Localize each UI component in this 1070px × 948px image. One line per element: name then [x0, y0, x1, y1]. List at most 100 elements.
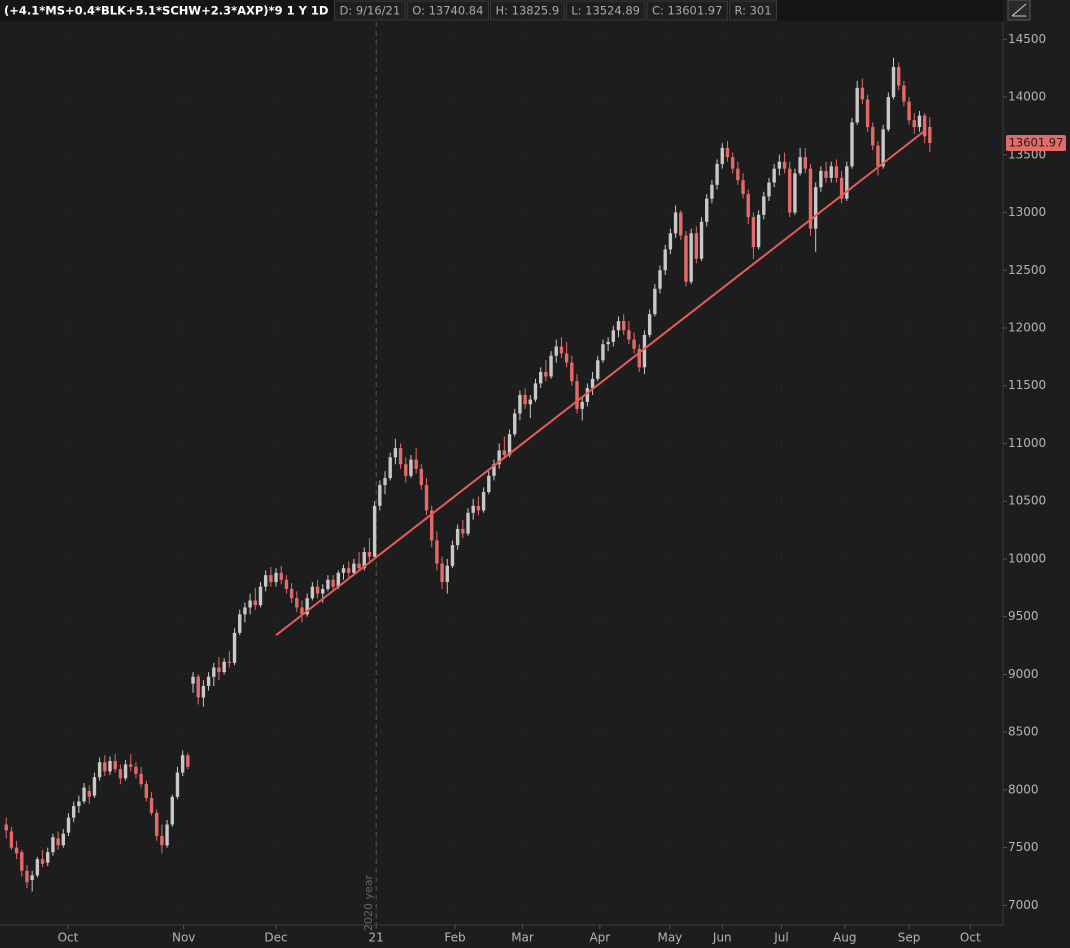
candle-body	[476, 505, 481, 511]
candle-body	[232, 632, 237, 663]
candle-body	[258, 586, 263, 606]
candle-body	[621, 321, 626, 331]
candle-body	[492, 464, 496, 476]
candle-body	[679, 212, 683, 236]
y-tick-label: 9500	[1008, 609, 1039, 623]
candle-body	[699, 221, 704, 259]
candle-body	[118, 769, 123, 779]
candle-body	[886, 97, 891, 130]
candle-body	[855, 87, 859, 123]
candle-body	[647, 314, 652, 335]
candle-body	[876, 145, 880, 167]
trendline	[275, 130, 925, 636]
candle-body	[762, 196, 766, 215]
candle-body	[289, 588, 294, 599]
candle-body	[632, 339, 636, 349]
candle-body	[186, 755, 190, 767]
candle-body	[367, 552, 372, 557]
x-tick-label: Dec	[264, 931, 287, 945]
candle-body	[715, 164, 719, 185]
candle-body	[388, 457, 392, 479]
candle-body	[741, 180, 745, 195]
candle-body	[528, 399, 532, 405]
x-tick-label: 21	[369, 931, 384, 945]
candle-body	[71, 806, 76, 818]
candle-body	[170, 796, 174, 825]
candle-body	[663, 249, 667, 271]
candle-body	[928, 126, 932, 144]
candle-body	[554, 346, 558, 356]
last-price-label: 13601.97	[1009, 136, 1064, 150]
candle-body	[850, 122, 854, 167]
candle-body	[788, 168, 792, 213]
candle-body	[243, 607, 247, 615]
candle-body	[580, 401, 584, 409]
candle-body	[440, 563, 444, 583]
candle-body	[14, 847, 19, 854]
candle-body	[310, 586, 315, 599]
candle-body	[694, 233, 699, 259]
candle-body	[134, 766, 138, 774]
header-field-box	[333, 0, 406, 21]
candle-body	[684, 235, 688, 282]
candle-body	[710, 184, 714, 199]
candle-body	[51, 837, 55, 853]
header-field: D: 9/16/21	[333, 0, 406, 21]
candle-body	[279, 572, 283, 580]
header-field-box	[728, 0, 778, 21]
candle-body	[549, 355, 553, 377]
y-tick-label: 11000	[1008, 436, 1046, 450]
candle-body	[61, 833, 66, 846]
candle-body	[606, 341, 610, 345]
x-tick-label: May	[657, 931, 682, 945]
candle-body	[295, 598, 299, 608]
candle-body	[865, 99, 870, 128]
x-tick-label: Jun	[712, 931, 732, 945]
x-tick-label: Jul	[773, 931, 788, 945]
candle-body	[668, 233, 673, 250]
candle-body	[123, 764, 128, 779]
candle-body	[362, 552, 366, 569]
candle-body	[803, 157, 808, 169]
candle-body	[902, 85, 906, 102]
candle-body	[160, 836, 164, 846]
y-tick-label: 10500	[1008, 494, 1046, 508]
candle-body	[538, 371, 543, 384]
header-field: R: 301	[728, 0, 778, 21]
y-tick-label: 12000	[1008, 321, 1046, 335]
candle-body	[881, 129, 885, 167]
candle-body	[409, 459, 413, 476]
candle-body	[564, 353, 569, 363]
candle-body	[393, 448, 398, 458]
candle-body	[4, 824, 8, 831]
candle-body	[450, 545, 455, 566]
candle-body	[404, 464, 408, 476]
candle-body	[461, 528, 465, 534]
candle-body	[751, 217, 756, 248]
candle-body	[92, 777, 97, 796]
candle-body	[9, 831, 14, 848]
y-tick-label: 14500	[1008, 32, 1046, 46]
candle-body	[180, 755, 185, 773]
candle-body	[601, 344, 605, 361]
x-tick-label: Nov	[172, 931, 195, 945]
candle-body	[40, 859, 45, 864]
candle-body	[590, 378, 595, 389]
candle-body	[839, 177, 844, 199]
candle-body	[201, 685, 206, 698]
candle-body	[798, 157, 802, 174]
candle-body	[227, 661, 232, 663]
candle-body	[315, 586, 320, 594]
candle-body	[782, 161, 787, 169]
candle-body	[845, 166, 849, 199]
candle-body	[756, 214, 761, 248]
header-field-box	[646, 0, 728, 21]
candle-body	[103, 762, 107, 772]
x-tick-label: Sep	[898, 931, 921, 945]
candle-body	[165, 824, 169, 846]
candle-body	[435, 540, 439, 564]
candle-body	[725, 147, 730, 158]
candle-body	[487, 475, 491, 492]
candle-body	[819, 170, 823, 188]
candle-body	[720, 147, 724, 165]
